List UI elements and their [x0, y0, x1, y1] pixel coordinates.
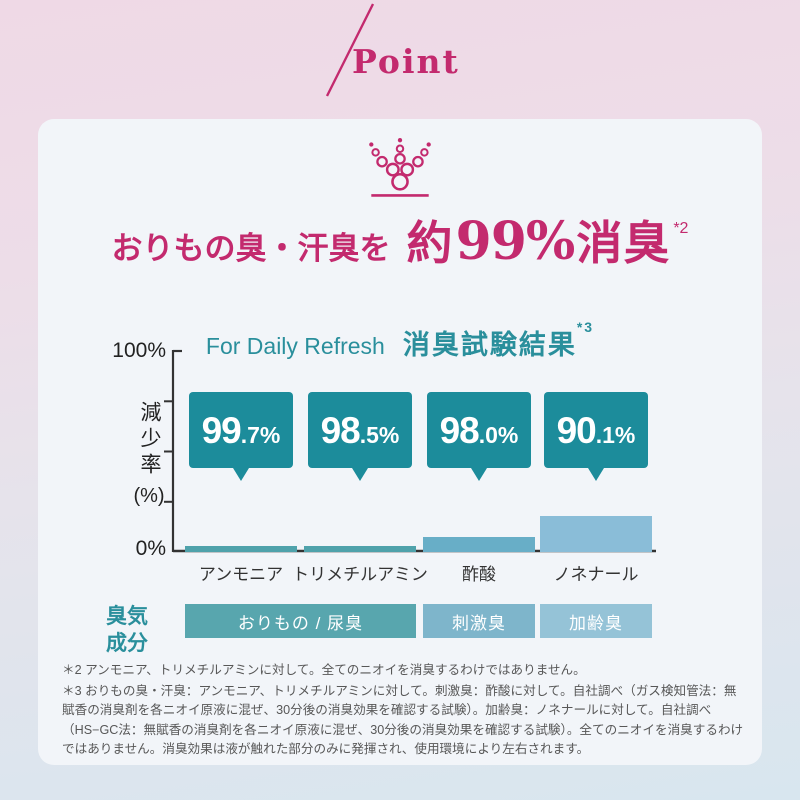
chart-title-en: For Daily Refresh — [205, 333, 385, 359]
odor-group-band: 加齢臭 — [540, 604, 652, 638]
y-axis-label: 減少率 (%) — [133, 401, 165, 507]
callout-pointer — [233, 468, 249, 481]
reduction-callout: 98.0% — [427, 392, 531, 468]
odor-group-band: おりもの / 尿臭 — [185, 604, 416, 638]
category-label: ノネナール — [553, 565, 639, 584]
point-heading: Point — [352, 42, 460, 81]
headline-prefix: おりもの臭・汗臭を — [111, 231, 391, 266]
point-slash-line — [325, 3, 375, 97]
reduction-callout: 90.1% — [544, 392, 648, 468]
headline: おりもの臭・汗臭を約 99% 消臭 *2 — [38, 207, 762, 273]
category-label: アンモニア — [198, 565, 284, 584]
odor-group-axis-label: 臭気成分 — [106, 605, 148, 656]
footnote-3: ＊3 おりもの臭・汗臭：アンモニア、トリメチルアミンに対して。刺激臭：酢酸に対し… — [62, 683, 744, 757]
reduction-value-int: 99 — [201, 410, 242, 451]
footnote-2: ＊2 アンモニア、トリメチルアミンに対して。全てのニオイを消臭するわけではありま… — [62, 663, 586, 677]
bar-column-2: 98.5% トリメチルアミン — [292, 119, 428, 584]
bar — [304, 546, 416, 552]
bar-column-3: 98.0% 酢酸 — [423, 119, 535, 584]
deodorize-splash-icon — [369, 138, 431, 197]
headline-highlight: 約 99% 消臭 *2 — [406, 211, 689, 272]
reduction-value-frac: .1% — [595, 422, 636, 448]
bar-column-1: 99.7% アンモニア — [185, 119, 297, 584]
chart-title: For Daily Refresh 消臭試験結果*3 — [38, 319, 762, 362]
bar-column-4: 90.1% ノネナール — [540, 119, 652, 584]
reduction-value-frac: .5% — [359, 422, 400, 448]
callout-pointer — [471, 468, 487, 481]
reduction-value-frac: .0% — [478, 422, 519, 448]
category-label: トリメチルアミン — [292, 565, 428, 584]
reduction-value-int: 98 — [320, 410, 361, 451]
bar — [423, 537, 535, 552]
callout-pointer — [352, 468, 368, 481]
reduction-value-int: 90 — [556, 410, 597, 451]
chart-title-footnote-ref: *3 — [576, 319, 595, 335]
odor-group-band: 刺激臭 — [423, 604, 535, 638]
callout-pointer — [588, 468, 604, 481]
footnotes: ＊2 アンモニア、トリメチルアミンに対して。全てのニオイを消臭するわけではありま… — [62, 661, 744, 761]
reduction-value-int: 98 — [439, 410, 480, 451]
category-label: 酢酸 — [462, 565, 496, 584]
bar-chart-columns: 99.7% アンモニア 98.5% トリメチルアミン 98.0% 酢酸 90.1% ノネナール — [38, 119, 762, 584]
reduction-callout: 99.7% — [189, 392, 293, 468]
ytick-100: 100% — [112, 339, 166, 362]
bar — [540, 516, 652, 552]
chart-title-ja: 消臭試験結果*3 — [402, 319, 595, 360]
reduction-callout: 98.5% — [308, 392, 412, 468]
bar — [185, 546, 297, 552]
reduction-value-frac: .7% — [240, 422, 281, 448]
ytick-0: 0% — [135, 537, 166, 560]
content-panel: おりもの臭・汗臭を約 99% 消臭 *2 For Daily Refresh 消臭試験結… — [38, 119, 762, 765]
headline-footnote-ref: *2 — [673, 220, 689, 237]
